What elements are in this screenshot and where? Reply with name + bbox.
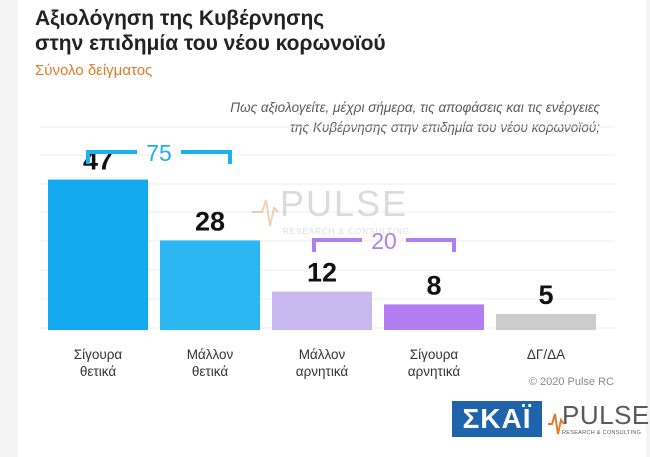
watermark: PULSE RESEARCH & CONSULTING <box>252 183 410 236</box>
bracket-sum-label: 75 <box>146 140 172 166</box>
category-label: αρνητικά <box>408 364 461 379</box>
watermark-word: PULSE <box>280 183 408 224</box>
bar-value-label: 28 <box>195 206 225 236</box>
pulse-logo-tagline: RESEARCH & CONSULTING <box>562 430 642 436</box>
pulse-wave-icon <box>548 413 564 435</box>
right-edge <box>646 0 650 457</box>
survey-question-line1: Πως αξιολογείτε, μέχρι σήμερα, τις αποφά… <box>230 100 600 115</box>
category-label: Μάλλον <box>299 347 346 362</box>
bracket-left <box>312 238 362 252</box>
bar <box>384 304 484 330</box>
category-label: θετικά <box>80 364 116 379</box>
bar <box>272 291 372 330</box>
bracket-right <box>406 238 456 252</box>
pulse-logo: PULSE RESEARCH & CONSULTING <box>548 400 649 440</box>
category-label: Σίγουρα <box>410 347 459 362</box>
brackets: 75 20 <box>86 140 456 254</box>
category-label: αρνητικά <box>296 364 349 379</box>
chart-title-line1: Αξιολόγηση της Κυβέρνησης <box>35 7 325 30</box>
copyright: © 2020 Pulse RC <box>528 376 614 388</box>
chart-subtitle: Σύνολο δείγματος <box>35 62 153 79</box>
watermark-tagline: RESEARCH & CONSULTING <box>283 227 410 236</box>
pulse-logo-word: PULSE <box>562 400 650 430</box>
bars: 47Σίγουραθετικά28Μάλλονθετικά12Μάλλοναρν… <box>48 146 596 379</box>
bar <box>48 179 148 330</box>
category-label: ΔΓ/ΔΑ <box>527 347 565 362</box>
category-label: Μάλλον <box>187 347 234 362</box>
chart-title: Αξιολόγηση της Κυβέρνησης στην επιδημία … <box>35 6 455 56</box>
bracket-right <box>181 150 232 164</box>
bar-value-label: 8 <box>426 270 441 300</box>
category-label: Σίγουρα <box>74 347 123 362</box>
chart-title-line2: στην επιδημία του νέου κορωνοϊού <box>35 32 386 55</box>
bar <box>496 314 596 330</box>
bar-value-label: 12 <box>307 258 337 288</box>
bracket-sum-label: 20 <box>371 228 397 254</box>
category-label: θετικά <box>192 364 228 379</box>
bar-value-label: 5 <box>538 280 553 310</box>
watermark-pulse-icon <box>252 199 279 227</box>
skai-logo: ΣΚΑΪ <box>452 401 542 437</box>
bar <box>160 240 260 330</box>
bracket-left <box>86 150 137 164</box>
left-edge <box>0 0 18 457</box>
